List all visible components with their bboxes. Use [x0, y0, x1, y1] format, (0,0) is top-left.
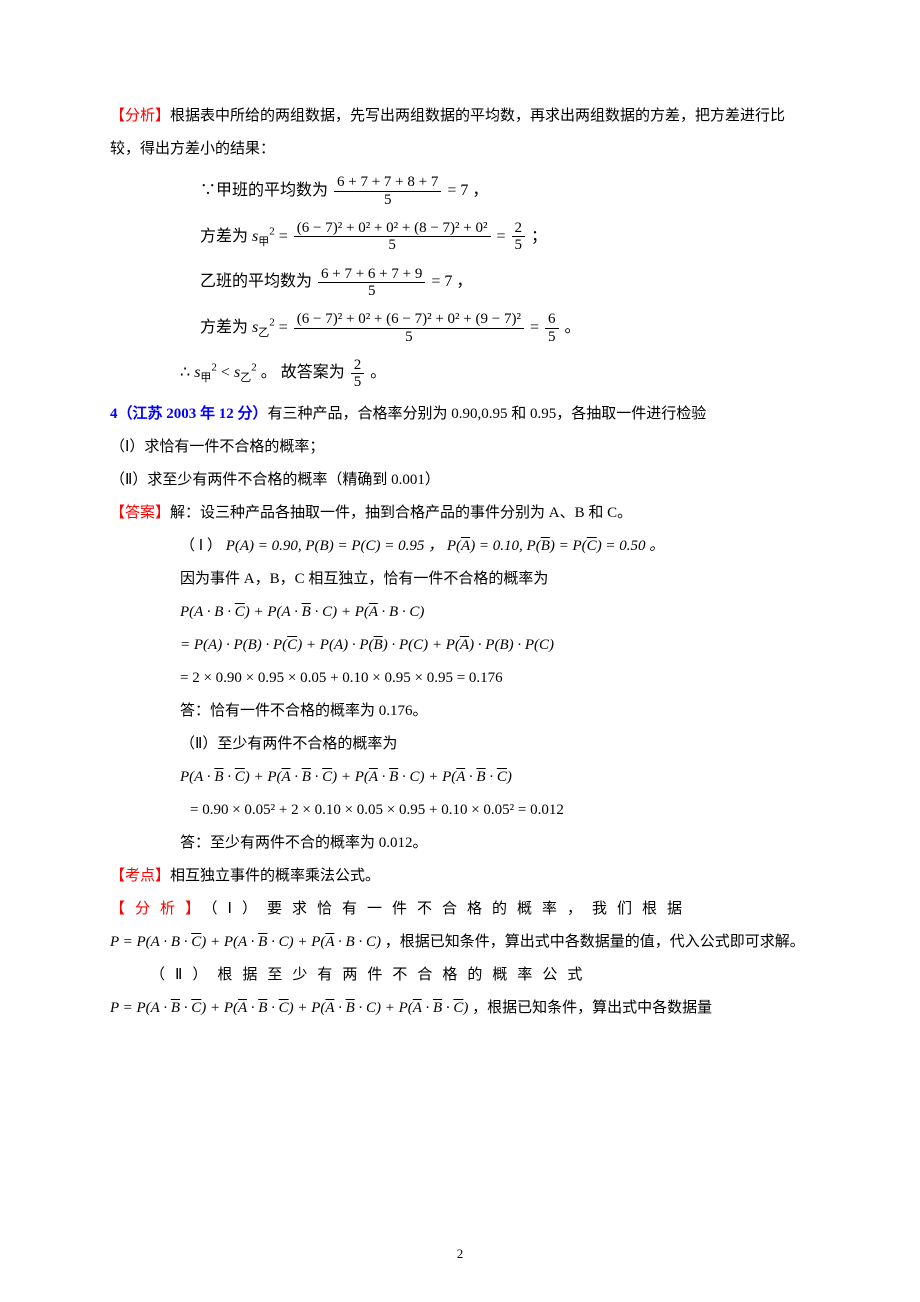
math-line-2: 方差为 s甲2 = (6 − 7)² + 0² + 0² + (8 − 7)² …	[110, 216, 810, 258]
kaopoint-text: 相互独立事件的概率乘法公式。	[170, 868, 380, 884]
analysis2-line4: P = P(A · B · C) + P(A · B · C) + P(A · …	[110, 992, 810, 1025]
math-line-1: ∵甲班的平均数为 6 + 7 + 7 + 8 + 75 = 7 ，	[110, 170, 810, 212]
question-4: 4（江苏 2003 年 12 分）有三种产品，合格率分别为 0.90,0.95 …	[110, 398, 810, 431]
q4-tag: 4（江苏 2003 年 12 分）	[110, 406, 268, 422]
math-line-4: 方差为 s乙2 = (6 − 7)² + 0² + (6 − 7)² + 0² …	[110, 307, 810, 349]
math-line-5: ∴ s甲2 < s乙2 。 故答案为 25 。	[110, 352, 810, 394]
eq1-line2: = P(A) · P(B) · P(C) + P(A) · P(B) · P(C…	[110, 629, 810, 662]
q4-part-ii: （Ⅱ）求至少有两件不合格的概率（精确到 0.001）	[110, 464, 810, 497]
eq2-line1: P(A · B · C) + P(A · B · C) + P(A · B · …	[110, 761, 810, 794]
math-line-3: 乙班的平均数为 6 + 7 + 6 + 7 + 95 = 7 ，	[110, 261, 810, 303]
analysis2-line3: （Ⅱ）根据至少有两件不合格的概率公式	[110, 959, 810, 992]
analysis2-tag: 【分析】	[110, 901, 210, 917]
analysis-paragraph: 【分析】根据表中所给的两组数据，先写出两组数据的平均数，再求出两组数据的方差，把…	[110, 100, 810, 166]
page-number: 2	[0, 1246, 920, 1262]
eq2-line2: = 0.90 × 0.05² + 2 × 0.10 × 0.05 × 0.95 …	[110, 794, 810, 827]
answer-ii: 答：至少有两件不合的概率为 0.012。	[110, 827, 810, 860]
q4-text: 有三种产品，合格率分别为 0.90,0.95 和 0.95，各抽取一件进行检验	[268, 406, 707, 422]
line-indep: 因为事件 A，B，C 相互独立，恰有一件不合格的概率为	[110, 563, 810, 596]
q4-part-i: （Ⅰ）求恰有一件不合格的概率；	[110, 431, 810, 464]
part-ii-intro: （Ⅱ）至少有两件不合格的概率为	[110, 728, 810, 761]
analysis2-line2: P = P(A · B · C) + P(A · B · C) + P(A · …	[110, 926, 810, 959]
kaopoint-tag: 【考点】	[110, 868, 170, 884]
analysis-tag: 【分析】	[110, 108, 170, 124]
kaopoint-paragraph: 【考点】相互独立事件的概率乘法公式。	[110, 860, 810, 893]
analysis2-line1: 【分析】（Ⅰ）要求恰有一件不合格的概率，我们根据	[110, 893, 810, 926]
eq1-line1: P(A · B · C) + P(A · B · C) + P(A · B · …	[110, 596, 810, 629]
answer-tag: 【答案】	[110, 505, 170, 521]
line-i: （ Ⅰ ） P(A) = 0.90, P(B) = P(C) = 0.95 ， …	[110, 530, 810, 563]
answer-text: 解：设三种产品各抽取一件，抽到合格产品的事件分别为 A、B 和 C。	[170, 505, 632, 521]
eq1-line3: = 2 × 0.90 × 0.95 × 0.05 + 0.10 × 0.95 ×…	[110, 662, 810, 695]
answer-i: 答：恰有一件不合格的概率为 0.176。	[110, 695, 810, 728]
answer-paragraph: 【答案】解：设三种产品各抽取一件，抽到合格产品的事件分别为 A、B 和 C。	[110, 497, 810, 530]
document-page: 【分析】根据表中所给的两组数据，先写出两组数据的平均数，再求出两组数据的方差，把…	[0, 0, 920, 1302]
analysis-text: 根据表中所给的两组数据，先写出两组数据的平均数，再求出两组数据的方差，把方差进行…	[110, 108, 785, 157]
